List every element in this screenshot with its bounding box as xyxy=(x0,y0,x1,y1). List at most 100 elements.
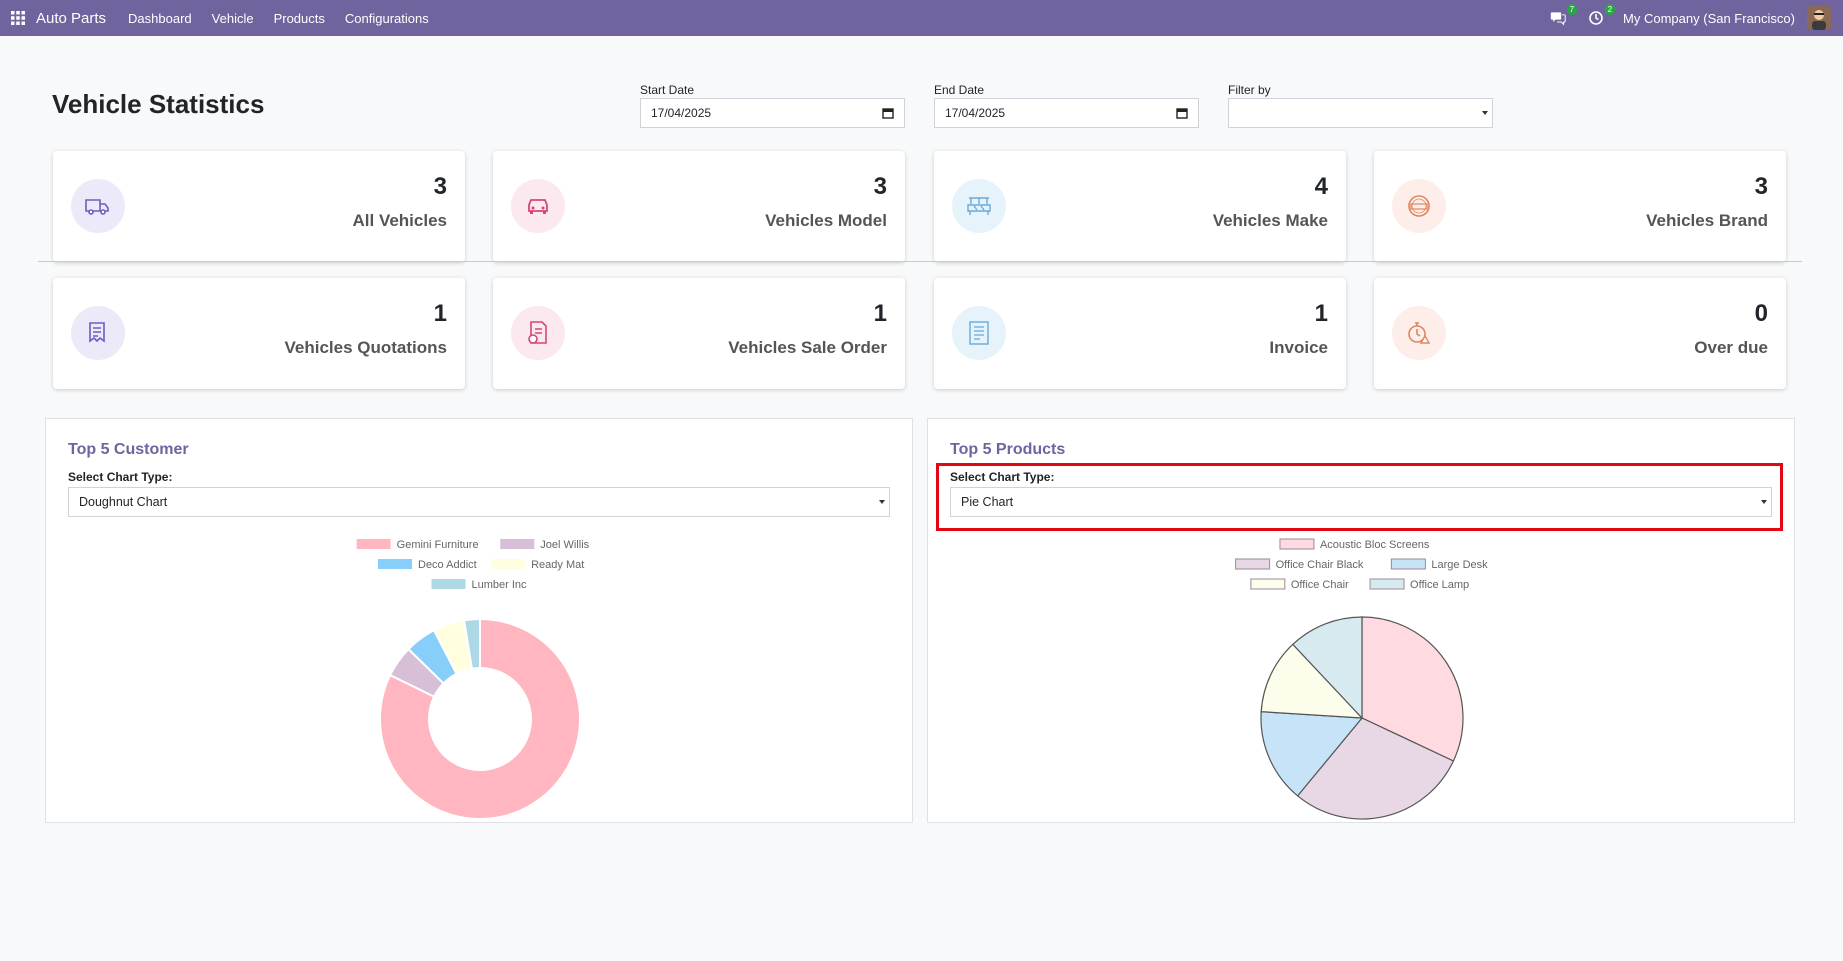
legend-item-office-chair[interactable]: Office Chair xyxy=(1250,578,1349,591)
stat-label: Over due xyxy=(1694,338,1768,357)
menu-configurations[interactable]: Configurations xyxy=(344,10,429,26)
app-name[interactable]: Auto Parts xyxy=(36,9,107,27)
start-date-input[interactable]: 17/04/2025 xyxy=(640,98,905,128)
highlight-annotation-box xyxy=(936,463,1783,531)
divider xyxy=(38,261,1802,262)
slice-office-chair[interactable] xyxy=(1260,643,1364,719)
legend-label: Large Desk xyxy=(1431,559,1488,571)
menu-vehicle[interactable]: Vehicle xyxy=(211,10,254,26)
product-chart-type-select[interactable]: Pie Chart xyxy=(950,487,1772,517)
legend-item-deco-addict[interactable]: Deco Addict xyxy=(378,559,477,571)
messages-badge: 7 xyxy=(1566,4,1578,15)
filter-label: Filter by xyxy=(1228,83,1271,97)
sale-order-icon xyxy=(511,306,565,360)
stat-card[interactable]: 1 Vehicles Quotations xyxy=(53,278,465,389)
customer-chart-type-select[interactable]: Doughnut Chart xyxy=(68,487,890,517)
start-date-value: 17/04/2025 xyxy=(651,106,712,120)
legend-label: Office Lamp xyxy=(1410,579,1469,591)
stat-card[interactable]: 4 Vehicles Make xyxy=(934,151,1346,262)
legend-item-large-desk[interactable]: Large Desk xyxy=(1390,558,1488,571)
stat-value: 3 xyxy=(1754,173,1768,200)
stat-value: 4 xyxy=(1314,173,1328,200)
end-date-label: End Date xyxy=(934,83,985,97)
top-navbar: Auto Parts Dashboard Vehicle Products Co… xyxy=(0,0,1843,36)
legend-item-lumber-inc[interactable]: Lumber Inc xyxy=(431,579,528,591)
filter-select[interactable] xyxy=(1228,98,1493,128)
page-title: Vehicle Statistics xyxy=(52,89,265,119)
activities-button[interactable]: 2 xyxy=(1585,4,1616,29)
chevron-down-icon xyxy=(1482,111,1488,115)
slice-gemini-furniture[interactable] xyxy=(379,617,581,820)
stat-value: 3 xyxy=(433,173,447,200)
activities-badge: 2 xyxy=(1604,4,1616,15)
chat-icon xyxy=(1550,12,1566,26)
top-customer-title: Top 5 Customer xyxy=(68,441,189,458)
legend-item-gemini-furniture[interactable]: Gemini Furniture xyxy=(356,539,479,551)
slice-lumber-inc[interactable] xyxy=(462,617,481,670)
stat-label: Invoice xyxy=(1269,338,1328,357)
end-date-input[interactable]: 17/04/2025 xyxy=(934,98,1199,128)
top-products-title: Top 5 Products xyxy=(950,441,1066,458)
legend-swatch xyxy=(491,559,526,569)
overdue-timer-icon xyxy=(1392,306,1446,360)
top-products-card: Top 5 Products Select Chart Type: Pie Ch… xyxy=(927,418,1795,823)
slice-acoustic-bloc-screens[interactable] xyxy=(1361,616,1464,762)
stat-card[interactable]: 1 Vehicles Sale Order xyxy=(493,278,905,389)
stat-card[interactable]: 1 Invoice xyxy=(934,278,1346,389)
slice-office-chair-black[interactable] xyxy=(1296,717,1455,820)
stat-value: 1 xyxy=(433,300,447,327)
customer-doughnut-chart[interactable]: Gemini Furniture Joel Willis Deco Addict Re… xyxy=(46,529,912,822)
legend-swatch xyxy=(1235,558,1271,570)
stat-label: Vehicles Sale Order xyxy=(728,338,887,357)
stat-label: Vehicles Model xyxy=(765,211,887,230)
stat-value: 3 xyxy=(873,173,887,200)
company-switcher[interactable]: My Company (San Francisco) xyxy=(1623,10,1795,26)
stat-label: Vehicles Make xyxy=(1212,211,1328,230)
messages-button[interactable]: 7 xyxy=(1547,4,1578,29)
legend-label: Joel Willis xyxy=(540,539,589,551)
legend-item-joel-willis[interactable]: Joel Willis xyxy=(500,539,590,551)
stat-card[interactable]: 3 All Vehicles xyxy=(53,151,465,262)
legend-label: Ready Mat xyxy=(531,559,584,571)
chart-type-label: Select Chart Type: xyxy=(950,470,1055,484)
menu-dashboard[interactable]: Dashboard xyxy=(128,10,192,26)
calendar-icon[interactable] xyxy=(882,107,894,119)
brand-stamp-icon xyxy=(1392,179,1446,233)
stat-card[interactable]: 3 Vehicles Model xyxy=(493,151,905,262)
legend-label: Lumber Inc xyxy=(472,579,528,591)
legend-swatch xyxy=(1279,538,1315,550)
user-avatar[interactable] xyxy=(1807,6,1831,30)
app-menu-grid-icon[interactable] xyxy=(0,0,36,36)
product-pie-chart[interactable]: Acoustic Bloc Screens Office Chair Black L… xyxy=(928,529,1794,822)
car-icon xyxy=(511,179,565,233)
legend-swatch xyxy=(1250,578,1286,590)
top-customer-card: Top 5 Customer Select Chart Type: Doughn… xyxy=(45,418,913,823)
slice-office-lamp[interactable] xyxy=(1292,616,1363,720)
legend-item-acoustic-bloc-screens[interactable]: Acoustic Bloc Screens xyxy=(1279,538,1430,551)
truck-icon xyxy=(71,179,125,233)
legend-label: Office Chair Black xyxy=(1276,559,1364,571)
factory-icon xyxy=(952,179,1006,233)
legend-swatch xyxy=(431,579,466,589)
stat-card[interactable]: 3 Vehicles Brand xyxy=(1374,151,1786,262)
chevron-down-icon xyxy=(879,500,885,504)
legend-item-office-chair-black[interactable]: Office Chair Black xyxy=(1235,558,1364,571)
stat-label: Vehicles Quotations xyxy=(284,338,448,357)
legend-item-ready-mat[interactable]: Ready Mat xyxy=(491,559,584,571)
stat-card[interactable]: 0 Over due xyxy=(1374,278,1786,389)
legend-label: Deco Addict xyxy=(418,559,477,571)
start-date-label: Start Date xyxy=(640,83,695,97)
legend-item-office-lamp[interactable]: Office Lamp xyxy=(1369,578,1469,591)
quotation-icon xyxy=(71,306,125,360)
legend-swatch xyxy=(356,539,391,549)
chevron-down-icon xyxy=(1761,500,1767,504)
legend-swatch xyxy=(378,559,412,569)
slice-large-desk[interactable] xyxy=(1260,711,1364,797)
calendar-icon[interactable] xyxy=(1176,107,1188,119)
menu-products[interactable]: Products xyxy=(273,10,325,26)
stat-value: 1 xyxy=(1314,300,1328,327)
legend-swatch xyxy=(500,539,535,549)
legend-label: Gemini Furniture xyxy=(397,539,479,551)
legend-label: Office Chair xyxy=(1291,579,1349,591)
stat-label: All Vehicles xyxy=(352,211,448,230)
